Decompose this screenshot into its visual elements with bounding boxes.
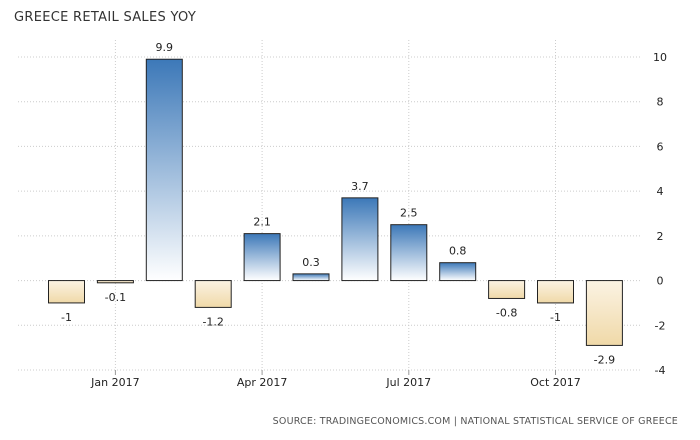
data-label: -1.2 [202, 315, 223, 328]
x-tick-label: Jul 2017 [385, 376, 431, 389]
bar [585, 280, 623, 346]
data-labels: -1 -0.1 9.9 -1.2 2.1 0.3 3.7 2.5 0.8 -0.8 -1 -2.9 [61, 41, 615, 366]
y-tick-label: 2 [657, 230, 664, 243]
y-tick-label: 8 [657, 96, 664, 109]
data-label: 2.1 [253, 216, 271, 229]
data-label: 0.3 [302, 256, 320, 269]
bars [48, 58, 623, 346]
bar [439, 262, 477, 282]
bar [292, 273, 330, 282]
chart-title: GREECE RETAIL SALES YOY [14, 10, 197, 25]
x-tick-label: Apr 2017 [237, 376, 288, 389]
bar [48, 280, 85, 304]
chart-source: SOURCE: TRADINGECONOMICS.COM | NATIONAL … [272, 416, 678, 427]
data-label: 2.5 [400, 207, 418, 220]
y-tick-label: 6 [657, 140, 664, 153]
data-label: -0.1 [105, 291, 126, 304]
bar [96, 280, 134, 284]
y-tick-label: 4 [657, 185, 664, 198]
y-tick-label: 0 [657, 275, 664, 288]
data-label: -2.9 [594, 353, 615, 366]
y-tick-label: 10 [653, 51, 667, 64]
x-axis-ticks: Jan 2017 Apr 2017 Jul 2017 Oct 2017 [90, 370, 581, 389]
bar [390, 224, 428, 282]
data-label: 0.8 [449, 245, 467, 258]
gridlines [18, 40, 640, 371]
x-tick-label: Oct 2017 [530, 376, 581, 389]
data-label: -1 [550, 311, 561, 324]
y-tick-label: -4 [655, 364, 666, 377]
bar [243, 233, 281, 282]
x-tick-label: Jan 2017 [90, 376, 139, 389]
bar [194, 280, 232, 308]
data-label: 9.9 [156, 41, 174, 54]
data-label: 3.7 [351, 180, 369, 193]
y-tick-label: -2 [655, 319, 666, 332]
data-label: -1 [61, 311, 72, 324]
bar [488, 280, 526, 299]
bar [341, 197, 379, 282]
y-axis-ticks: 10 8 6 4 2 0 -2 -4 [653, 51, 667, 377]
bar [537, 280, 574, 304]
bar [145, 58, 183, 282]
data-label: -0.8 [496, 306, 517, 319]
